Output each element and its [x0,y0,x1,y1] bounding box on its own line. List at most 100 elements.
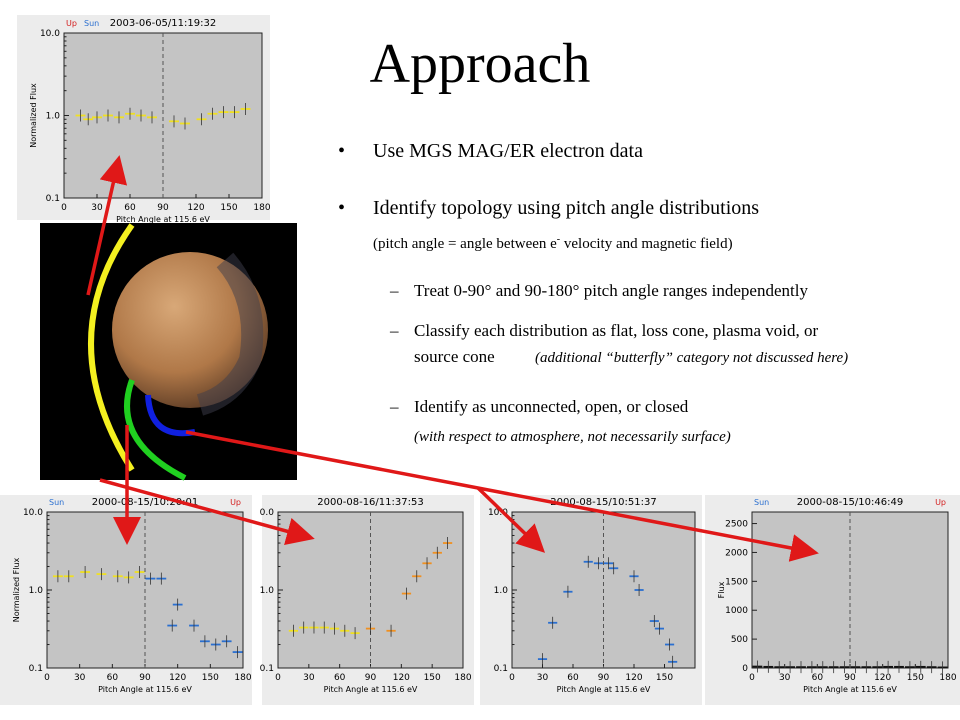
data-point [432,546,442,559]
x-tick-label: 150 [220,203,237,213]
direction-label: Sun [49,498,64,507]
x-tick-label: 60 [334,673,346,683]
x-tick-label: 120 [393,673,410,683]
data-point [207,107,218,120]
y-tick-label: 10.0 [40,29,60,39]
x-tick-label: 180 [253,203,270,213]
x-axis-label: Pitch Angle at 115.6 eV [557,685,651,694]
y-tick-label: 1.0 [46,112,61,122]
data-point [752,660,763,673]
data-point [806,661,817,674]
x-tick-label: 60 [107,673,119,683]
dash: – [389,397,399,416]
chart-title: 2000-08-15/10:46:49 [797,497,903,508]
bullet-dot: • [338,140,345,162]
y-tick-label: 1500 [725,577,748,587]
y-tick-label: 0.0 [260,508,275,518]
x-tick-label: 60 [124,203,136,213]
data-point [872,661,883,674]
data-point [92,111,102,124]
sub-note: (additional “butterfly” category not dis… [535,350,848,366]
data-point [763,660,774,673]
data-point [629,570,639,583]
data-point [904,661,915,674]
x-tick-label: 180 [939,673,956,683]
data-point [329,622,340,635]
data-point [167,619,178,632]
data-point [180,117,190,130]
y-tick-label: 10.0 [23,508,43,518]
data-point [229,106,240,119]
pointer-arrow [99,478,315,545]
data-point [649,615,659,628]
data-point [422,557,432,570]
data-point [145,572,156,585]
shade [196,252,264,416]
data-point [63,570,74,583]
data-point [172,598,183,611]
data-point [785,661,796,674]
slide-title: Approach [370,33,591,95]
x-tick-label: 30 [779,673,791,683]
chart-title: 2000-08-15/10:20:01 [92,497,198,508]
data-point [103,109,113,122]
y-tick-label: 1.0 [260,586,275,596]
data-point [218,106,229,119]
data-point [189,619,199,632]
note-part: (pitch angle = angle between e [373,236,557,252]
data-point [937,661,948,674]
data-point [548,616,558,629]
data-point [774,661,785,674]
x-tick-label: 120 [625,673,642,683]
data-point [850,661,861,674]
sub-note: (with respect to atmosphere, not necessa… [414,429,731,445]
dash: – [389,281,399,300]
x-tick-label: 0 [44,673,50,683]
data-point [147,111,157,124]
dash: – [389,321,399,340]
planet [112,252,268,408]
data-point [654,622,664,635]
chart-title: 2000-08-15/10:51:37 [550,497,656,508]
pointer-arrow [476,486,546,553]
x-tick-label: 90 [139,673,151,683]
data-point [668,655,678,668]
y-tick-label: 10.0 [488,508,508,518]
x-tick-label: 150 [907,673,924,683]
y-tick-label: 1.0 [494,586,509,596]
data-point [537,653,548,666]
note-sup: - [557,234,560,245]
sub-bullet: Identify as unconnected, open, or closed [414,397,689,416]
data-point [861,661,872,674]
x-tick-label: 30 [303,673,315,683]
data-point [112,570,123,583]
y-tick-label: 1.0 [29,586,44,596]
x-axis-label: Pitch Angle at 115.6 eV [98,685,192,694]
x-axis-label: Pitch Angle at 115.6 eV [324,685,418,694]
data-point [609,562,619,575]
data-point [309,621,319,634]
data-point [210,638,221,651]
data-point [401,587,412,600]
green-field-line [124,378,187,481]
x-tick-label: 0 [61,203,67,213]
direction-label: Up [935,498,946,507]
data-point [828,661,839,674]
data-point [894,660,904,673]
data-point [604,557,614,570]
bullet: Use MGS MAG/ER electron data [373,140,643,162]
data-point [796,661,806,674]
direction-label: Up [230,498,241,507]
data-point [350,627,360,640]
data-point [199,635,210,648]
data-point [196,113,207,126]
direction-label: Sun [754,498,769,507]
x-tick-label: 30 [91,203,103,213]
data-point [221,635,232,648]
data-point [634,584,644,596]
direction-label: Sun [84,19,99,28]
data-point [156,572,167,585]
pointer-arrow [86,155,128,296]
data-point [240,102,251,115]
